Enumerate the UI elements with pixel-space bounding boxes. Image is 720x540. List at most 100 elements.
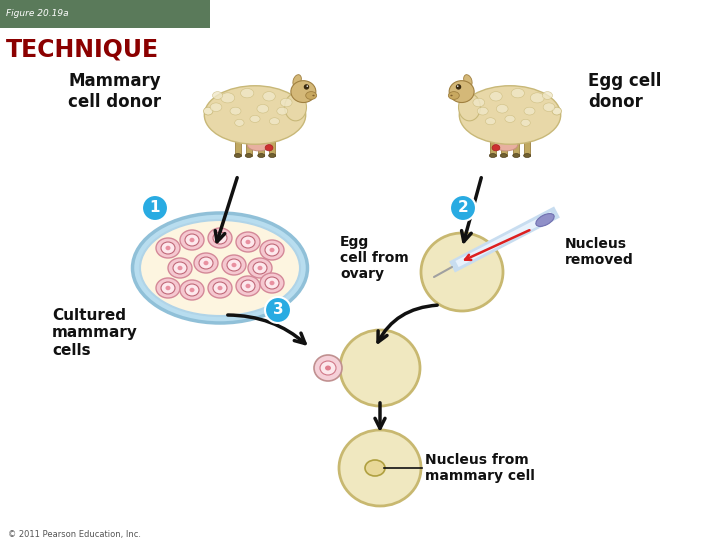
Ellipse shape bbox=[325, 366, 331, 370]
Text: Nucleus from
mammary cell: Nucleus from mammary cell bbox=[425, 453, 535, 483]
Bar bbox=[500, 134, 507, 156]
Ellipse shape bbox=[473, 98, 485, 107]
Ellipse shape bbox=[260, 240, 284, 260]
Ellipse shape bbox=[241, 280, 255, 292]
Ellipse shape bbox=[213, 282, 227, 294]
Ellipse shape bbox=[180, 230, 204, 250]
Ellipse shape bbox=[511, 89, 524, 98]
Ellipse shape bbox=[161, 282, 175, 294]
Ellipse shape bbox=[521, 119, 530, 126]
Ellipse shape bbox=[500, 153, 508, 158]
Ellipse shape bbox=[496, 104, 508, 113]
Ellipse shape bbox=[161, 242, 175, 254]
Text: TECHNIQUE: TECHNIQUE bbox=[6, 38, 159, 62]
Text: Nucleus
removed: Nucleus removed bbox=[565, 237, 634, 267]
Ellipse shape bbox=[189, 288, 194, 292]
Ellipse shape bbox=[227, 259, 241, 271]
Ellipse shape bbox=[185, 284, 199, 296]
Ellipse shape bbox=[495, 138, 518, 151]
Ellipse shape bbox=[257, 104, 269, 113]
Ellipse shape bbox=[194, 253, 218, 273]
Bar bbox=[490, 134, 496, 156]
Ellipse shape bbox=[269, 153, 276, 158]
Text: Figure 20.19a: Figure 20.19a bbox=[6, 10, 68, 18]
Ellipse shape bbox=[178, 266, 182, 270]
Bar bbox=[258, 134, 264, 156]
Ellipse shape bbox=[459, 86, 561, 144]
Ellipse shape bbox=[247, 138, 271, 151]
Ellipse shape bbox=[258, 153, 265, 158]
Ellipse shape bbox=[173, 262, 187, 274]
Bar bbox=[235, 134, 241, 156]
Text: Egg
cell from
ovary: Egg cell from ovary bbox=[340, 235, 409, 281]
Ellipse shape bbox=[459, 93, 480, 121]
Text: 2: 2 bbox=[458, 200, 469, 215]
Ellipse shape bbox=[241, 236, 255, 248]
Ellipse shape bbox=[291, 80, 316, 103]
Ellipse shape bbox=[166, 286, 171, 291]
Ellipse shape bbox=[246, 284, 251, 288]
Ellipse shape bbox=[314, 355, 342, 381]
Ellipse shape bbox=[210, 103, 222, 111]
Ellipse shape bbox=[263, 92, 275, 101]
Ellipse shape bbox=[543, 103, 555, 111]
Text: Cultured
mammary
cells: Cultured mammary cells bbox=[52, 308, 138, 358]
Circle shape bbox=[457, 85, 459, 87]
Bar bbox=[246, 134, 252, 156]
Ellipse shape bbox=[485, 118, 495, 125]
Ellipse shape bbox=[234, 153, 241, 158]
Ellipse shape bbox=[248, 258, 272, 278]
Ellipse shape bbox=[293, 75, 302, 87]
Ellipse shape bbox=[464, 75, 472, 87]
Ellipse shape bbox=[236, 276, 260, 296]
Circle shape bbox=[142, 195, 168, 221]
Ellipse shape bbox=[365, 460, 385, 476]
Ellipse shape bbox=[180, 280, 204, 300]
Bar bbox=[524, 134, 530, 156]
Ellipse shape bbox=[449, 80, 474, 103]
Ellipse shape bbox=[320, 361, 336, 375]
Ellipse shape bbox=[204, 107, 213, 115]
Ellipse shape bbox=[490, 92, 503, 101]
Ellipse shape bbox=[246, 153, 252, 158]
Ellipse shape bbox=[260, 273, 284, 293]
Circle shape bbox=[456, 84, 462, 90]
Text: Egg cell
donor: Egg cell donor bbox=[588, 72, 662, 111]
Ellipse shape bbox=[340, 330, 420, 406]
Ellipse shape bbox=[240, 89, 254, 98]
Ellipse shape bbox=[280, 98, 292, 107]
Ellipse shape bbox=[156, 278, 180, 298]
Ellipse shape bbox=[312, 94, 315, 96]
Ellipse shape bbox=[277, 107, 288, 115]
Ellipse shape bbox=[220, 93, 235, 103]
Ellipse shape bbox=[230, 107, 241, 115]
Ellipse shape bbox=[132, 213, 307, 323]
Ellipse shape bbox=[258, 266, 263, 270]
Ellipse shape bbox=[204, 86, 306, 144]
Ellipse shape bbox=[236, 232, 260, 252]
Ellipse shape bbox=[523, 153, 531, 158]
Ellipse shape bbox=[269, 281, 274, 285]
Ellipse shape bbox=[306, 92, 317, 99]
Ellipse shape bbox=[168, 258, 192, 278]
Ellipse shape bbox=[269, 248, 274, 252]
Ellipse shape bbox=[217, 236, 222, 240]
Text: 3: 3 bbox=[273, 302, 283, 318]
Text: 1: 1 bbox=[150, 200, 161, 215]
Ellipse shape bbox=[477, 107, 488, 115]
Ellipse shape bbox=[246, 240, 251, 244]
Ellipse shape bbox=[140, 220, 300, 316]
Ellipse shape bbox=[213, 232, 227, 244]
Ellipse shape bbox=[217, 286, 222, 291]
Ellipse shape bbox=[265, 244, 279, 256]
Ellipse shape bbox=[513, 153, 520, 158]
Ellipse shape bbox=[542, 92, 552, 99]
Ellipse shape bbox=[490, 153, 496, 158]
Ellipse shape bbox=[166, 246, 171, 250]
Text: Mammary
cell donor: Mammary cell donor bbox=[68, 72, 161, 111]
Ellipse shape bbox=[156, 238, 180, 258]
Bar bbox=[269, 134, 275, 156]
Ellipse shape bbox=[235, 119, 244, 126]
Ellipse shape bbox=[524, 107, 535, 115]
Circle shape bbox=[307, 85, 308, 87]
